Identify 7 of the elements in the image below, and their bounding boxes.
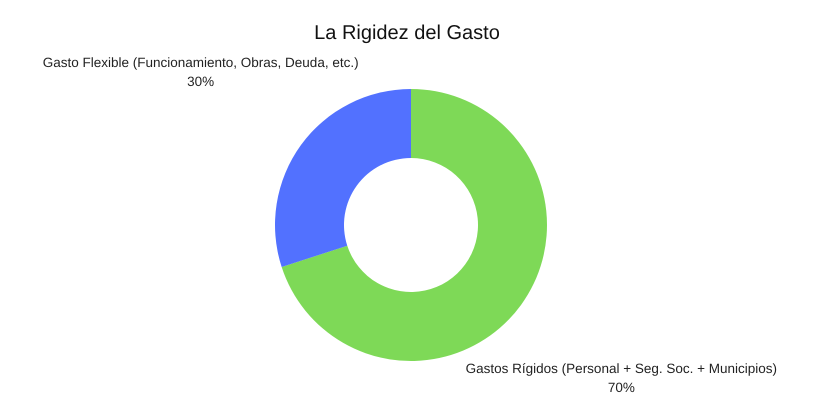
data-label: 70% xyxy=(608,380,635,395)
data-label: 30% xyxy=(187,74,214,90)
slice-label: Gasto Flexible (Funcionamiento, Obras, Deuda, etc.) xyxy=(42,55,359,70)
slice-label: Gastos Rígidos (Personal + Seg. Soc. + Municipios) xyxy=(466,360,778,376)
chart-title: La Rigidez del Gasto xyxy=(314,22,500,44)
donut-slice xyxy=(275,89,411,268)
donut-slice xyxy=(282,89,547,361)
